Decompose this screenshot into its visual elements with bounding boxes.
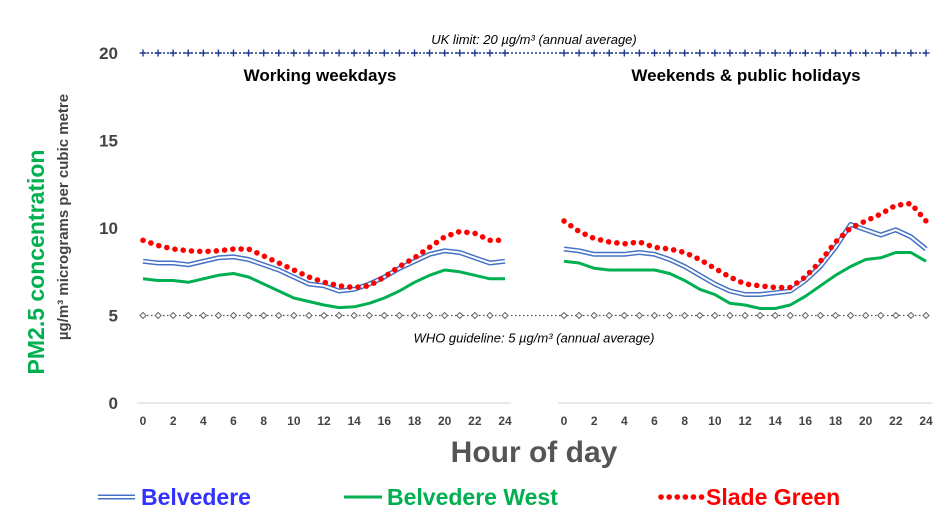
- x-tick-label: 22: [468, 414, 482, 428]
- x-tick-labels: 0 2 4 6 8 10 12 14 16 18 20 22 24 0 2 4 6 8 10 12 14 16 18 20 22…: [140, 414, 933, 428]
- uk-limit-line: [139, 49, 930, 57]
- x-tick-label: 20: [859, 414, 873, 428]
- series-belvedere-west: [142, 268, 505, 310]
- series-line: [140, 228, 508, 291]
- y-axis-label: PM2.5 concentration: [23, 150, 49, 375]
- x-tick-label: 4: [621, 414, 628, 428]
- legend-item-belvedere: Belvedere: [98, 484, 251, 510]
- x-tick-label: 0: [140, 414, 147, 428]
- legend-label: Belvedere West: [387, 484, 558, 510]
- y-tick-label: 5: [109, 307, 118, 326]
- legend-label: Belvedere: [141, 484, 251, 510]
- x-tick-label: 18: [829, 414, 843, 428]
- series-line: [142, 268, 505, 310]
- x-tick-label: 0: [561, 414, 568, 428]
- who-guideline-label: WHO guideline: 5 µg/m³ (annual average): [414, 331, 655, 346]
- panels: Working weekdays Weekends & public holida…: [137, 66, 932, 404]
- series-belvedere: [563, 222, 928, 297]
- series-line: [563, 251, 927, 310]
- x-tick-label: 2: [170, 414, 177, 428]
- x-tick-label: 24: [498, 414, 512, 428]
- x-axis-label: Hour of day: [451, 436, 618, 469]
- panel-title: Working weekdays: [244, 66, 397, 85]
- x-tick-label: 12: [738, 414, 752, 428]
- legend-item-slade-green: Slade Green: [658, 484, 840, 510]
- y-axis-labels: 0 5 10 15 20: [99, 44, 118, 413]
- series-slade-green: [140, 228, 508, 291]
- x-tick-label: 8: [260, 414, 267, 428]
- series-belvedere: [142, 248, 506, 294]
- panel-weekends: Weekends & public holidays: [558, 66, 932, 404]
- uk-limit-label: UK limit: 20 µg/m³ (annual average): [431, 32, 636, 47]
- x-tick-label: 16: [378, 414, 392, 428]
- reference-lines: UK limit: 20 µg/m³ (annual average) WHO g…: [139, 32, 930, 346]
- x-tick-label: 16: [799, 414, 813, 428]
- x-tick-label: 14: [347, 414, 361, 428]
- who-guideline-line: [139, 311, 930, 320]
- x-tick-label: 24: [919, 414, 933, 428]
- x-tick-label: 6: [230, 414, 237, 428]
- y-tick-label: 10: [99, 219, 118, 238]
- x-tick-label: 2: [591, 414, 598, 428]
- y-axis-sublabel: µg/m³ micrograms per cubic metre: [55, 94, 72, 340]
- x-tick-label: 10: [708, 414, 722, 428]
- legend-item-belvedere-west: Belvedere West: [344, 484, 558, 510]
- series-line: [561, 200, 929, 291]
- panel-title: Weekends & public holidays: [631, 66, 860, 85]
- legend: Belvedere Belvedere West Slade Green: [98, 484, 840, 510]
- y-axis-label-group: PM2.5 concentration: [23, 150, 49, 375]
- series-slade-green: [561, 200, 929, 291]
- x-tick-label: 20: [438, 414, 452, 428]
- panel-weekdays: Working weekdays: [137, 66, 511, 404]
- x-tick-label: 10: [287, 414, 301, 428]
- x-tick-label: 12: [317, 414, 331, 428]
- x-tick-label: 18: [408, 414, 422, 428]
- y-tick-label: 0: [109, 394, 118, 413]
- x-tick-label: 8: [681, 414, 688, 428]
- y-axis-sublabel-group: µg/m³ micrograms per cubic metre: [55, 94, 72, 340]
- series-belvedere-west: [563, 251, 927, 310]
- x-tick-label: 4: [200, 414, 207, 428]
- x-tick-label: 14: [768, 414, 782, 428]
- y-tick-label: 20: [99, 44, 118, 63]
- x-tick-label: 22: [889, 414, 903, 428]
- x-tick-label: 6: [651, 414, 658, 428]
- legend-label: Slade Green: [706, 484, 840, 510]
- y-tick-label: 15: [99, 132, 118, 151]
